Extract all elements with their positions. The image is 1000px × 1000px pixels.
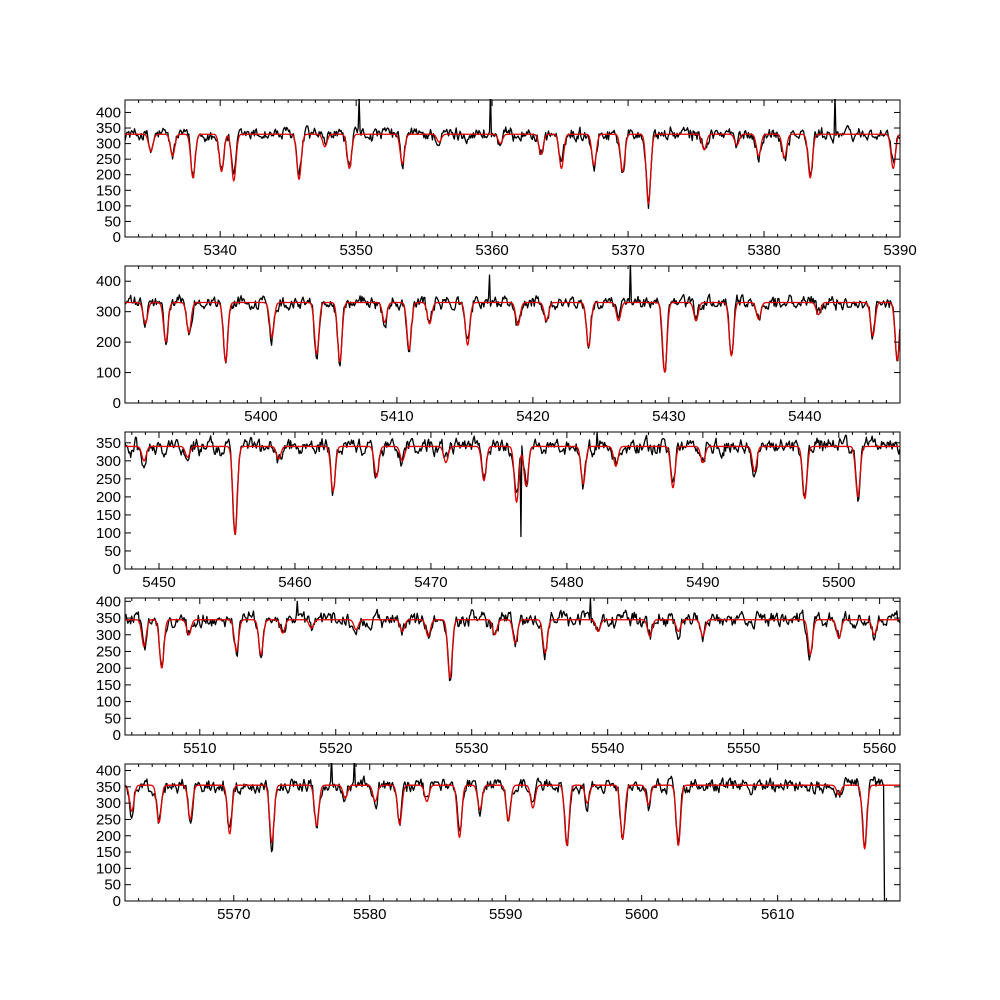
y-tick-label: 300	[96, 627, 121, 644]
x-tick-label: 5590	[489, 906, 522, 923]
y-tick-label: 300	[96, 136, 121, 153]
y-tick-label: 250	[96, 471, 121, 488]
y-tick-label: 300	[96, 304, 121, 321]
x-tick-label: 5610	[761, 906, 794, 923]
model-spectrum-line	[125, 445, 900, 535]
x-tick-label: 5570	[217, 906, 250, 923]
y-tick-label: 50	[104, 213, 121, 230]
x-tick-label: 5560	[863, 740, 896, 757]
y-tick-label: 150	[96, 182, 121, 199]
axes-frame	[124, 99, 901, 238]
y-tick-label: 200	[96, 334, 121, 351]
y-tick-label: 0	[113, 893, 121, 910]
y-tick-label: 350	[96, 610, 121, 627]
y-tick-label: 350	[96, 120, 121, 137]
panel-3: 5450 5460 5470 5480 5490 55000501001502002503…	[96, 431, 901, 591]
y-tick-label: 0	[113, 229, 121, 246]
y-tick-label: 50	[104, 543, 121, 560]
y-tick-label: 250	[96, 811, 121, 828]
x-tick-label: 5580	[353, 906, 386, 923]
model-spectrum-line	[125, 619, 900, 679]
x-tick-label: 5600	[625, 906, 658, 923]
x-tick-label: 5480	[550, 574, 583, 591]
x-tick-label: 5460	[278, 574, 311, 591]
y-tick-label: 400	[96, 104, 121, 121]
panels: 5340 5350 5360 5370 5380 53900501001502002503…	[96, 99, 917, 923]
x-tick-label: 5420	[516, 408, 549, 425]
x-tick-label: 5530	[455, 740, 488, 757]
y-tick-label: 100	[96, 860, 121, 877]
y-tick-label: 300	[96, 453, 121, 470]
x-tick-label: 5360	[475, 242, 508, 259]
x-tick-label: 5470	[414, 574, 447, 591]
y-tick-label: 250	[96, 151, 121, 168]
x-tick-label: 5340	[203, 242, 236, 259]
x-tick-label: 5390	[883, 242, 916, 259]
panel-1: 5340 5350 5360 5370 5380 53900501001502002503…	[96, 99, 917, 259]
y-tick-label: 50	[104, 710, 121, 727]
axes-frame	[124, 265, 901, 404]
axes-frame	[124, 763, 901, 902]
x-tick-label: 5440	[788, 408, 821, 425]
x-tick-label: 5430	[652, 408, 685, 425]
x-tick-label: 5350	[339, 242, 372, 259]
y-tick-label: 200	[96, 167, 121, 184]
y-tick-label: 150	[96, 844, 121, 861]
y-tick-label: 400	[96, 763, 121, 780]
model-spectrum-line	[125, 133, 900, 205]
y-tick-label: 0	[113, 561, 121, 578]
x-tick-label: 5450	[142, 574, 175, 591]
y-tick-label: 200	[96, 828, 121, 845]
y-tick-label: 150	[96, 677, 121, 694]
x-tick-label: 5510	[183, 740, 216, 757]
y-tick-label: 350	[96, 779, 121, 796]
panel-2: 5400 5410 5420 5430 5440 0 100 200 300 400	[96, 265, 901, 425]
y-tick-label: 150	[96, 507, 121, 524]
y-tick-label: 400	[96, 273, 121, 290]
y-tick-label: 100	[96, 198, 121, 215]
y-tick-label: 0	[113, 395, 121, 412]
panel-5: 5570 5580 5590 5600 5610 05010015020025030035…	[96, 763, 901, 923]
y-tick-label: 100	[96, 365, 121, 382]
y-tick-label: 200	[96, 660, 121, 677]
panel-4: 5510 5520 5530 5540 5550 55600501001502002503…	[96, 593, 901, 757]
y-tick-label: 100	[96, 525, 121, 542]
y-tick-label: 100	[96, 694, 121, 711]
x-tick-label: 5370	[611, 242, 644, 259]
y-tick-label: 50	[104, 877, 121, 894]
x-tick-label: 5380	[747, 242, 780, 259]
x-tick-label: 5540	[591, 740, 624, 757]
x-tick-label: 5520	[319, 740, 352, 757]
x-tick-label: 5500	[822, 574, 855, 591]
y-tick-label: 200	[96, 489, 121, 506]
x-tick-label: 5550	[727, 740, 760, 757]
x-tick-label: 5490	[686, 574, 719, 591]
y-tick-label: 250	[96, 643, 121, 660]
observed-spectrum-line	[125, 265, 900, 373]
model-spectrum-line	[125, 301, 900, 373]
y-tick-label: 400	[96, 593, 121, 610]
y-tick-label: 300	[96, 795, 121, 812]
y-tick-label: 350	[96, 435, 121, 452]
x-tick-label: 5410	[380, 408, 413, 425]
x-tick-label: 5400	[244, 408, 277, 425]
y-tick-label: 0	[113, 727, 121, 744]
model-spectrum-line	[125, 784, 900, 850]
